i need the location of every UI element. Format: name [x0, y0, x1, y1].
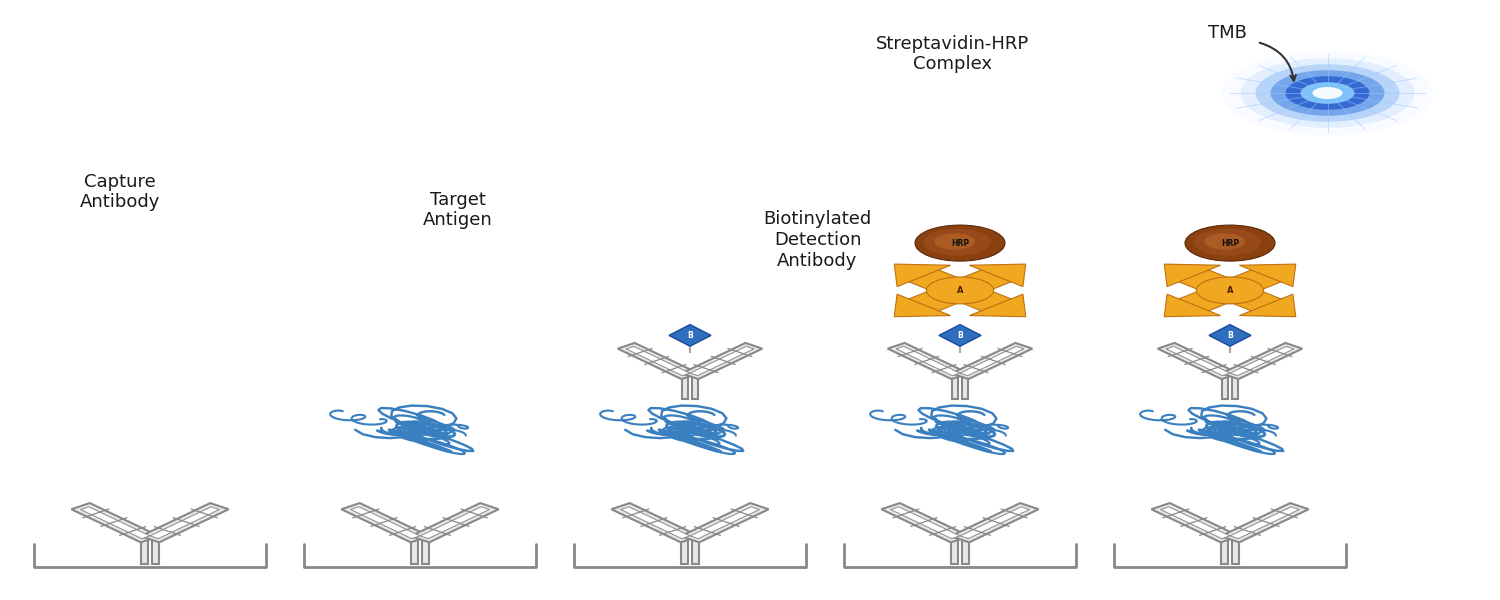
Text: Streptavidin-HRP
Complex: Streptavidin-HRP Complex — [876, 35, 1029, 73]
Polygon shape — [1221, 503, 1308, 542]
Polygon shape — [1230, 346, 1294, 376]
Polygon shape — [1209, 282, 1284, 312]
Polygon shape — [1161, 507, 1230, 539]
Text: A: A — [1227, 286, 1233, 295]
Polygon shape — [906, 282, 981, 312]
Polygon shape — [411, 503, 498, 542]
Polygon shape — [1158, 343, 1239, 379]
Polygon shape — [960, 346, 1024, 376]
Circle shape — [1300, 82, 1354, 104]
Polygon shape — [962, 376, 968, 399]
Polygon shape — [692, 539, 699, 564]
Polygon shape — [618, 343, 699, 379]
Polygon shape — [1152, 503, 1239, 542]
Polygon shape — [72, 503, 159, 542]
Polygon shape — [1166, 346, 1230, 376]
Polygon shape — [420, 507, 489, 539]
Polygon shape — [1221, 539, 1228, 564]
Polygon shape — [888, 343, 969, 379]
Polygon shape — [969, 294, 1026, 317]
Polygon shape — [1209, 325, 1251, 346]
Polygon shape — [1230, 507, 1299, 539]
Polygon shape — [1232, 376, 1238, 399]
Polygon shape — [1222, 376, 1228, 399]
Polygon shape — [351, 507, 420, 539]
Polygon shape — [894, 264, 951, 287]
Polygon shape — [951, 503, 1038, 542]
Text: B: B — [687, 331, 693, 340]
Polygon shape — [81, 507, 150, 539]
Text: Target
Antigen: Target Antigen — [423, 191, 492, 229]
Polygon shape — [669, 325, 711, 346]
Text: B: B — [957, 331, 963, 340]
Polygon shape — [894, 294, 951, 317]
Text: Biotinylated
Detection
Antibody: Biotinylated Detection Antibody — [764, 210, 871, 270]
Polygon shape — [1239, 264, 1296, 287]
Polygon shape — [951, 539, 958, 564]
Polygon shape — [1232, 539, 1239, 564]
Polygon shape — [141, 539, 148, 564]
Text: TMB: TMB — [1208, 24, 1246, 42]
Polygon shape — [626, 346, 690, 376]
Polygon shape — [939, 282, 1014, 312]
Polygon shape — [1176, 269, 1251, 299]
Text: A: A — [957, 286, 963, 295]
Text: HRP: HRP — [951, 239, 969, 248]
Polygon shape — [681, 343, 762, 379]
Circle shape — [924, 229, 992, 256]
Polygon shape — [690, 507, 759, 539]
Circle shape — [1240, 58, 1414, 128]
Polygon shape — [342, 503, 429, 542]
Polygon shape — [1209, 269, 1284, 299]
Polygon shape — [1239, 294, 1296, 317]
Circle shape — [1204, 233, 1245, 250]
Text: Capture
Antibody: Capture Antibody — [80, 173, 160, 211]
Polygon shape — [896, 346, 960, 376]
Polygon shape — [891, 507, 960, 539]
Polygon shape — [152, 539, 159, 564]
Polygon shape — [1164, 264, 1221, 287]
Polygon shape — [1164, 294, 1221, 317]
Circle shape — [1194, 229, 1262, 256]
Circle shape — [1286, 76, 1370, 110]
Circle shape — [1185, 225, 1275, 261]
Polygon shape — [939, 269, 1014, 299]
Circle shape — [1222, 51, 1432, 135]
Polygon shape — [962, 539, 969, 564]
Polygon shape — [1221, 343, 1302, 379]
Circle shape — [934, 233, 975, 250]
Polygon shape — [422, 539, 429, 564]
Polygon shape — [951, 343, 1032, 379]
Text: HRP: HRP — [1221, 239, 1239, 248]
Circle shape — [1197, 277, 1263, 304]
Polygon shape — [141, 503, 228, 542]
Polygon shape — [150, 507, 219, 539]
Polygon shape — [411, 539, 419, 564]
Circle shape — [1312, 87, 1342, 99]
Polygon shape — [882, 503, 969, 542]
Polygon shape — [612, 503, 699, 542]
Polygon shape — [939, 325, 981, 346]
Circle shape — [1256, 64, 1400, 122]
Polygon shape — [960, 507, 1029, 539]
Circle shape — [915, 225, 1005, 261]
Polygon shape — [621, 507, 690, 539]
Polygon shape — [952, 376, 958, 399]
Polygon shape — [690, 346, 754, 376]
Polygon shape — [681, 539, 688, 564]
Circle shape — [927, 277, 993, 304]
Polygon shape — [692, 376, 698, 399]
Text: B: B — [1227, 331, 1233, 340]
Polygon shape — [1176, 282, 1251, 312]
Polygon shape — [969, 264, 1026, 287]
Polygon shape — [681, 503, 768, 542]
Circle shape — [1270, 70, 1384, 116]
Polygon shape — [682, 376, 688, 399]
Polygon shape — [906, 269, 981, 299]
